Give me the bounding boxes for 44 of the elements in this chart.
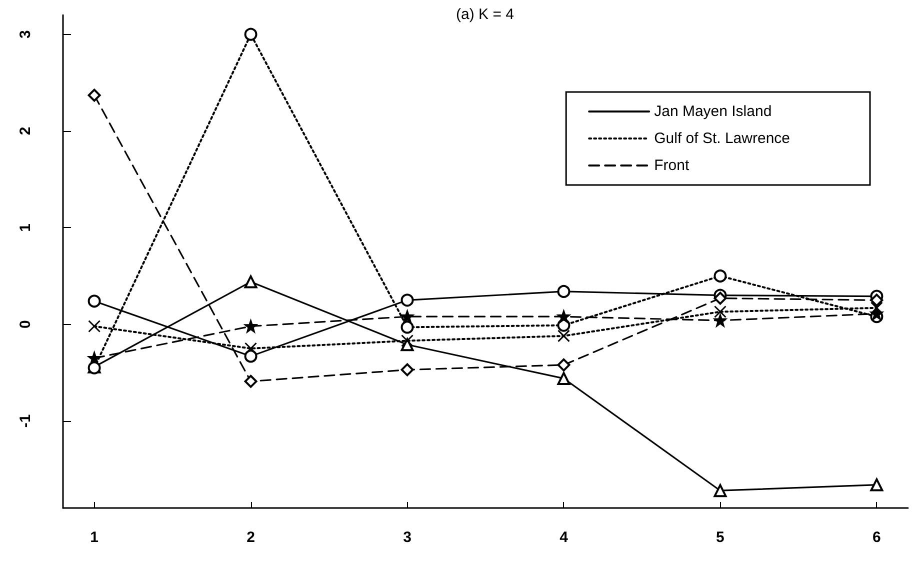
point xyxy=(244,275,258,288)
point xyxy=(400,294,414,307)
legend-label: Jan Mayen Island xyxy=(654,103,772,120)
x-tick-label: 3 xyxy=(403,529,412,546)
point xyxy=(401,334,414,348)
point xyxy=(870,478,884,492)
point xyxy=(400,363,414,376)
point xyxy=(714,306,726,318)
point xyxy=(401,310,414,323)
legend-label: Gulf of St. Lawrence xyxy=(654,130,790,147)
point xyxy=(244,320,258,333)
point xyxy=(870,302,883,314)
point xyxy=(88,294,101,308)
point xyxy=(557,284,570,298)
point xyxy=(870,307,883,320)
y-tick-label: 3 xyxy=(17,30,34,39)
point xyxy=(557,310,570,323)
y-tick-label: 1 xyxy=(17,223,34,232)
y-tick-label: -1 xyxy=(17,414,34,428)
x-tick-label: 1 xyxy=(90,529,98,546)
point xyxy=(870,294,884,307)
point xyxy=(714,484,727,498)
point xyxy=(400,320,414,334)
point xyxy=(714,270,727,282)
point xyxy=(557,330,570,342)
point xyxy=(557,372,570,385)
point xyxy=(244,350,258,363)
y-tick-label: 2 xyxy=(17,126,34,136)
x-tick-label: 4 xyxy=(560,529,569,546)
point xyxy=(714,314,726,327)
x-tick-label: 2 xyxy=(246,529,255,546)
x-tick-label: 6 xyxy=(872,529,881,546)
x-tick-label: 5 xyxy=(716,529,724,546)
point xyxy=(244,374,258,388)
point xyxy=(557,358,570,372)
chart-title: (a) K = 4 xyxy=(456,6,514,23)
y-tick-label: 0 xyxy=(17,320,34,329)
point xyxy=(88,352,101,364)
point xyxy=(714,292,727,305)
point xyxy=(88,88,101,102)
point xyxy=(244,342,258,355)
point xyxy=(88,320,101,333)
legend-label: Front xyxy=(654,157,690,174)
point xyxy=(244,28,258,41)
